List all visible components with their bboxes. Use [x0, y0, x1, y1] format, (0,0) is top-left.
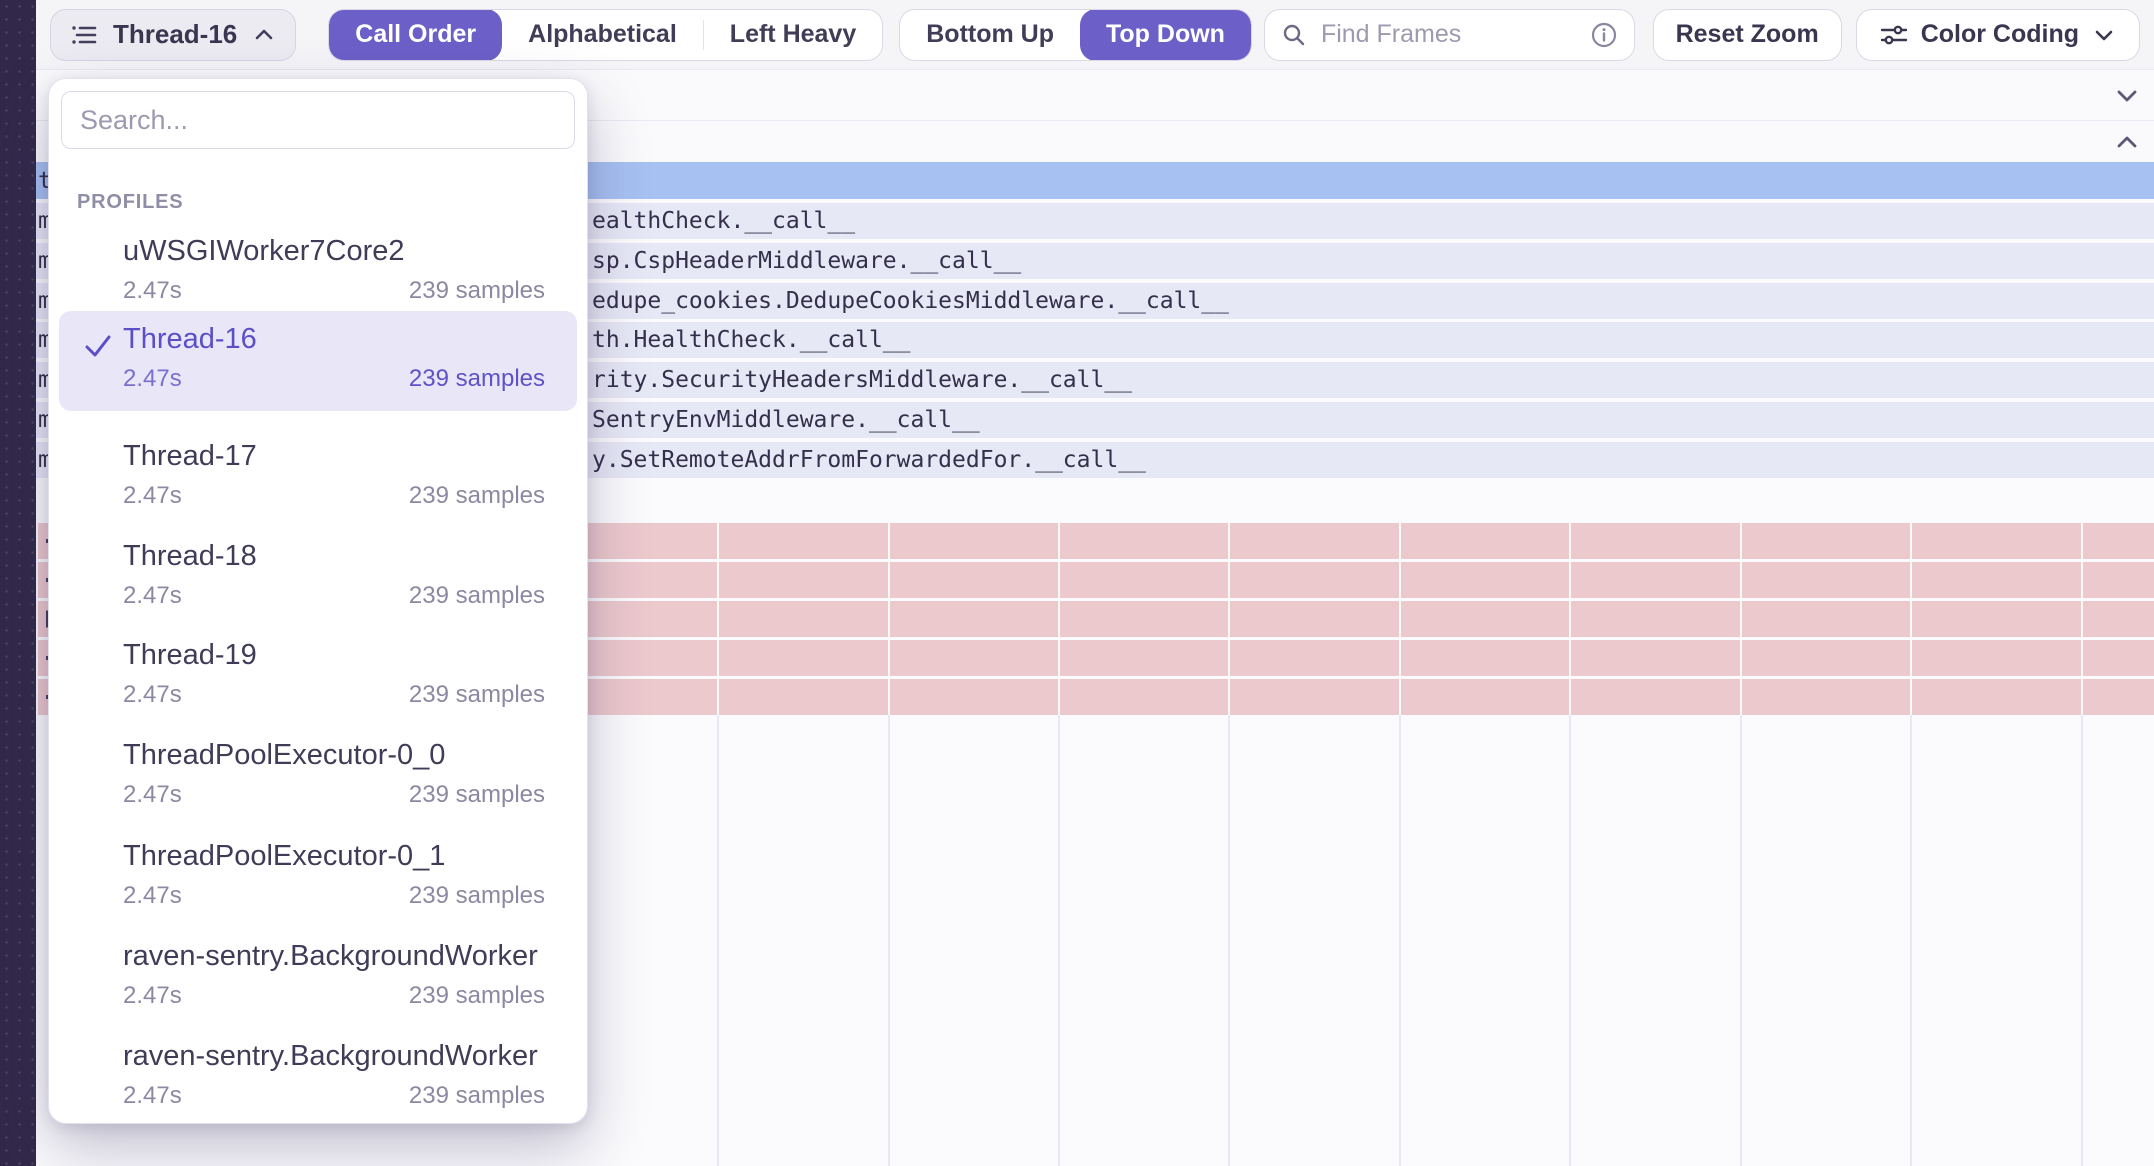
time-axis-tick-label	[1448, 481, 1598, 521]
color-coding-button[interactable]: Color Coding	[1856, 9, 2140, 61]
expand-chevron-down-icon[interactable]	[2112, 81, 2142, 111]
time-axis-tick-label	[596, 481, 746, 521]
profile-sample-count: 239 samples	[409, 582, 545, 610]
profile-list-item[interactable]: Thread-18 2.47s 239 samples	[59, 528, 577, 624]
time-gridline	[1910, 523, 1912, 1166]
time-gridline	[2081, 523, 2083, 1166]
sliders-icon	[1879, 20, 1909, 50]
sort-option-alphabetical[interactable]: Alphabetical	[502, 9, 703, 61]
time-gridline	[1399, 523, 1401, 1166]
search-icon	[1281, 22, 1307, 48]
left-sidebar-strip	[0, 0, 36, 1166]
direction-option-bottom-up[interactable]: Bottom Up	[900, 9, 1080, 61]
sort-option-call-order[interactable]: Call Order	[329, 9, 502, 61]
profile-duration: 2.47s	[123, 1082, 182, 1110]
time-gridline	[1228, 523, 1230, 1166]
color-coding-label: Color Coding	[1921, 20, 2079, 49]
sort-option-left-heavy[interactable]: Left Heavy	[704, 9, 882, 61]
profile-duration: 2.47s	[123, 781, 182, 809]
reset-zoom-button[interactable]: Reset Zoom	[1653, 9, 1842, 61]
time-axis-tick-label	[1107, 481, 1257, 521]
profile-sample-count: 239 samples	[409, 882, 545, 910]
time-axis-tick-label	[937, 481, 1087, 521]
thread-selector-label: Thread-16	[113, 19, 237, 50]
sort-segmented-control: Call Order Alphabetical Left Heavy	[328, 9, 883, 61]
profile-name: Thread-16	[123, 323, 257, 356]
profiles-section-label: PROFILES	[77, 191, 183, 214]
chevron-down-icon	[2091, 22, 2117, 48]
time-gridline	[717, 523, 719, 1166]
chevron-up-icon	[251, 22, 277, 48]
profile-name: Thread-19	[123, 639, 257, 672]
time-axis-tick-label	[1619, 481, 1769, 521]
direction-segmented-control: Bottom Up Top Down	[899, 9, 1252, 61]
profile-list-item[interactable]: uWSGIWorker7Core2 2.47s 239 samples	[59, 223, 577, 319]
profile-duration: 2.47s	[123, 482, 182, 510]
time-axis-tick-label	[1960, 481, 2110, 521]
find-frames-input[interactable]	[1319, 19, 1578, 50]
frame-label: SentryEnvMiddleware.__call__	[592, 402, 980, 438]
profile-sample-count: 239 samples	[409, 781, 545, 809]
info-icon[interactable]	[1590, 21, 1618, 49]
frame-label: y.SetRemoteAddrFromForwardedFor.__call__	[592, 442, 1146, 478]
profile-list-item[interactable]: raven-sentry.BackgroundWorker 2.47s 239 …	[59, 928, 577, 1024]
profile-sample-count: 239 samples	[409, 482, 545, 510]
profile-sample-count: 239 samples	[409, 681, 545, 709]
find-frames-search	[1264, 9, 1635, 61]
profile-list-item[interactable]: Thread-16 2.47s 239 samples	[59, 311, 577, 411]
profile-name: Thread-18	[123, 540, 257, 573]
time-gridline	[1058, 523, 1060, 1166]
direction-option-top-down[interactable]: Top Down	[1080, 9, 1251, 61]
profile-name: raven-sentry.BackgroundWorker	[123, 940, 538, 973]
profile-duration: 2.47s	[123, 882, 182, 910]
frame-label: edupe_cookies.DedupeCookiesMiddleware.__…	[592, 283, 1229, 319]
profile-name: Thread-17	[123, 440, 257, 473]
thread-dropdown-panel: PROFILES uWSGIWorker7Core2 2.47s 239 sam…	[48, 78, 588, 1124]
frame-label: th.HealthCheck.__call__	[592, 322, 911, 358]
profile-name: raven-sentry.BackgroundWorker	[123, 1040, 538, 1073]
profile-sample-count: 239 samples	[409, 365, 545, 393]
profile-search-input[interactable]	[61, 91, 575, 149]
reset-zoom-label: Reset Zoom	[1676, 20, 1819, 49]
profile-list-item[interactable]: ThreadPoolExecutor-0_0 2.47s 239 samples	[59, 727, 577, 823]
profile-sample-count: 239 samples	[409, 1082, 545, 1110]
profile-sample-count: 239 samples	[409, 982, 545, 1010]
thread-selector-button[interactable]: Thread-16	[50, 9, 296, 61]
time-axis-tick-label	[1789, 481, 1939, 521]
frame-label: ealthCheck.__call__	[592, 203, 855, 239]
profile-duration: 2.47s	[123, 681, 182, 709]
profile-list-item[interactable]: ThreadPoolExecutor-0_1 2.47s 239 samples	[59, 828, 577, 924]
profile-list-item[interactable]: Thread-19 2.47s 239 samples	[59, 627, 577, 723]
profiler-flamechart-screen: Thread-16 Call Order Alphabetical Left H…	[0, 0, 2154, 1166]
time-gridline	[1740, 523, 1742, 1166]
frame-label: sp.CspHeaderMiddleware.__call__	[592, 243, 1021, 279]
time-axis-tick-label	[767, 481, 917, 521]
profile-list-item[interactable]: Thread-17 2.47s 239 samples	[59, 428, 577, 524]
profile-name: uWSGIWorker7Core2	[123, 235, 405, 268]
check-icon	[81, 329, 115, 363]
profile-sample-count: 239 samples	[409, 277, 545, 305]
profile-duration: 2.47s	[123, 582, 182, 610]
profile-duration: 2.47s	[123, 365, 182, 393]
profile-name: ThreadPoolExecutor-0_0	[123, 739, 445, 772]
profile-duration: 2.47s	[123, 277, 182, 305]
time-gridline	[1569, 523, 1571, 1166]
time-axis-tick-label	[1278, 481, 1428, 521]
toolbar: Thread-16 Call Order Alphabetical Left H…	[36, 0, 2154, 70]
frame-label: rity.SecurityHeadersMiddleware.__call__	[592, 362, 1132, 398]
collapse-chevron-up-icon[interactable]	[2112, 127, 2142, 157]
list-icon	[69, 20, 99, 50]
profile-name: ThreadPoolExecutor-0_1	[123, 840, 445, 873]
time-gridline	[888, 523, 890, 1166]
profile-duration: 2.47s	[123, 982, 182, 1010]
profile-list-item[interactable]: raven-sentry.BackgroundWorker 2.47s 239 …	[59, 1028, 577, 1124]
